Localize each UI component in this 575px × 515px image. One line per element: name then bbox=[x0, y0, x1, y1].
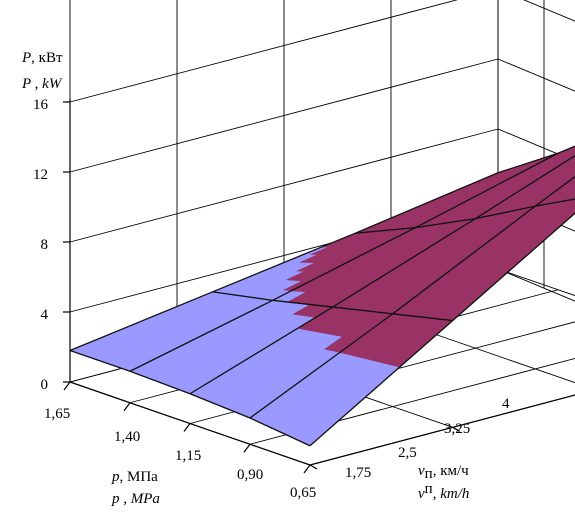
p-tick-label: 0,65 bbox=[290, 485, 316, 501]
z-tick-labels: 0 4 8 12 16 bbox=[33, 97, 49, 393]
chart-axes bbox=[63, 99, 575, 474]
p-tick-label: 1,65 bbox=[44, 406, 70, 422]
mesh-line bbox=[129, 152, 559, 372]
p-unit-ru: МПа bbox=[127, 469, 158, 485]
z-unit-en: kW bbox=[42, 76, 63, 92]
z-symbol: P bbox=[21, 76, 31, 92]
grid-line bbox=[69, 0, 459, 103]
v-unit-ru: км/ч bbox=[440, 463, 469, 479]
v-symbol: v bbox=[418, 486, 425, 502]
v-tick-label: 2,5 bbox=[398, 445, 417, 461]
v-tick bbox=[452, 426, 460, 432]
grid-line bbox=[69, 128, 499, 243]
mesh-line bbox=[69, 172, 499, 352]
grid-line bbox=[497, 128, 575, 162]
p-tick bbox=[63, 381, 71, 391]
z-tick-label: 8 bbox=[41, 237, 49, 253]
p-tick bbox=[303, 464, 311, 474]
p-symbol: p bbox=[111, 469, 120, 485]
v-tick-labels: 1,75 2,5 3,25 4 bbox=[345, 396, 510, 481]
floor-grid-line bbox=[497, 268, 575, 297]
z-tick-label: 16 bbox=[33, 97, 49, 113]
v-subscript: п bbox=[425, 466, 433, 482]
surface-mesh bbox=[69, 145, 575, 447]
p-tick-label: 1,40 bbox=[114, 429, 140, 445]
p-tick-label: 1,15 bbox=[175, 448, 201, 464]
z-tick-label: 0 bbox=[41, 377, 49, 393]
grid-line bbox=[497, 268, 575, 302]
mesh-line bbox=[189, 154, 575, 395]
z-tick-label: 12 bbox=[33, 167, 48, 183]
mesh-line bbox=[212, 291, 453, 322]
p-tick-label: 0,90 bbox=[237, 467, 263, 483]
surface-patch bbox=[569, 207, 575, 213]
v-tick-label: 1,75 bbox=[345, 465, 371, 481]
z-symbol: P bbox=[21, 50, 31, 66]
v-axis-line bbox=[309, 394, 575, 466]
surface-patch bbox=[570, 148, 575, 152]
v-subscript: п bbox=[425, 481, 433, 497]
grid-line bbox=[69, 58, 499, 173]
z-axis-title-en: P , kW bbox=[21, 76, 63, 92]
mesh-line bbox=[497, 145, 575, 174]
v-axis-title-ru: vп, км/ч bbox=[418, 463, 469, 482]
grid-line bbox=[523, 0, 575, 22]
surface bbox=[69, 145, 575, 447]
v-unit-en: km/h bbox=[440, 486, 469, 502]
v-tick bbox=[309, 464, 318, 470]
p-unit-en: MPa bbox=[130, 491, 160, 507]
surface-patch bbox=[571, 157, 575, 160]
grid-line bbox=[497, 58, 575, 92]
v-axis-title-en: vп, km/h bbox=[418, 481, 469, 502]
z-axis-title: P, кВт P , kW bbox=[21, 50, 63, 92]
mesh-line bbox=[355, 198, 575, 234]
p-tick bbox=[123, 402, 131, 412]
mesh-line bbox=[249, 175, 575, 419]
v-axis-title: vп, км/ч vп, km/h bbox=[418, 463, 469, 502]
z-unit-ru: кВт bbox=[39, 50, 63, 66]
v-tick-label: 3,25 bbox=[444, 421, 470, 437]
v-symbol: v bbox=[418, 463, 425, 479]
v-tick-label: 4 bbox=[502, 396, 510, 412]
z-tick-label: 4 bbox=[41, 307, 49, 323]
p-axis-title-ru: p, МПа bbox=[111, 469, 158, 485]
mesh-line bbox=[69, 349, 311, 447]
p-axis-title: p, МПа p , MPa bbox=[111, 469, 160, 507]
p-axis-title-en: p , MPa bbox=[111, 491, 160, 507]
z-axis-title-ru: P, кВт bbox=[21, 50, 63, 66]
p-tick bbox=[243, 443, 251, 453]
p-symbol: p bbox=[111, 491, 120, 507]
p-tick-labels: 1,65 1,40 1,15 0,90 0,65 bbox=[44, 406, 316, 501]
p-tick bbox=[183, 423, 191, 432]
mesh-line bbox=[309, 212, 575, 447]
